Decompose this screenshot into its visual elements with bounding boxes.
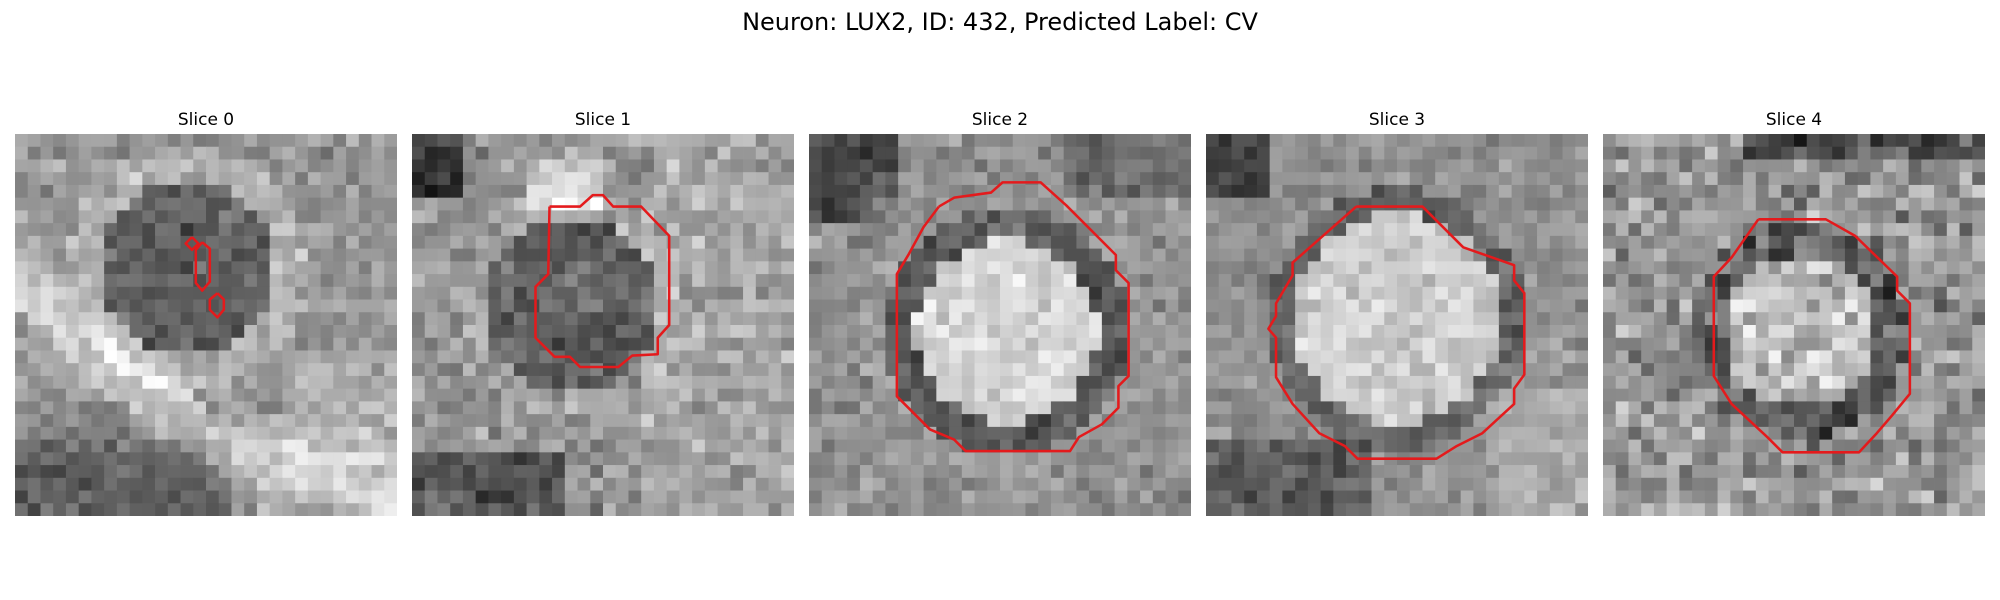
slice-panel-3: Slice 3: [1206, 108, 1588, 518]
slice-title-4: Slice 4: [1765, 110, 1823, 130]
contour-2-0: [895, 181, 1130, 453]
slice-image-1: [412, 134, 794, 516]
slice-image-2: [809, 134, 1191, 516]
slice-panels: Slice 0 Slice 1 Slice 2 Slice 3 Slice 4: [15, 108, 1985, 518]
contour-1-0: [534, 193, 671, 369]
slice-title-0: Slice 0: [177, 110, 235, 130]
slice-title-3: Slice 3: [1368, 110, 1426, 130]
slice-panel-2: Slice 2: [809, 108, 1191, 518]
slice-title-2: Slice 2: [971, 110, 1029, 130]
slice-panel-0: Slice 0: [15, 108, 397, 518]
slice-image-4: [1603, 134, 1985, 516]
slice-panel-4: Slice 4: [1603, 108, 1985, 518]
contour-0-1: [194, 241, 212, 292]
slice-panel-1: Slice 1: [412, 108, 794, 518]
contour-4-0: [1712, 218, 1912, 454]
slice-title-1: Slice 1: [574, 110, 632, 130]
contour-0-0: [184, 236, 200, 252]
figure-title: Neuron: LUX2, ID: 432, Predicted Label: …: [742, 8, 1258, 36]
contour-0-2: [208, 292, 226, 319]
slice-image-0: [15, 134, 397, 516]
contour-3-0: [1267, 205, 1526, 460]
slice-image-3: [1206, 134, 1588, 516]
